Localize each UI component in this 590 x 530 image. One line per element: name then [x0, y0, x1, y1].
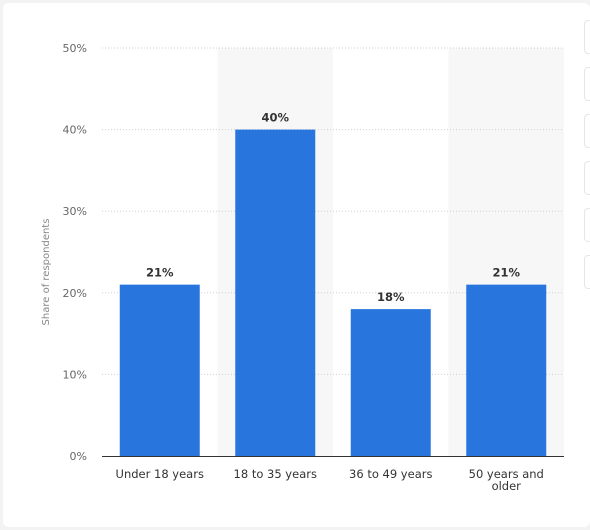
y-tick-label: 30% — [63, 205, 87, 218]
data-label: 21% — [146, 266, 174, 280]
data-labels: 21% 40% 18% 21% — [146, 111, 521, 305]
data-label: 18% — [377, 290, 405, 304]
x-tick-label: 50 years and older — [469, 467, 544, 493]
bar[interactable] — [466, 284, 547, 456]
x-tick-label: Under 18 years — [116, 467, 204, 481]
share-icon[interactable] — [584, 161, 590, 195]
data-label: 40% — [261, 111, 289, 125]
y-tick-label: 50% — [63, 42, 87, 55]
x-tick-label: 18 to 35 years — [234, 467, 317, 481]
gear-icon[interactable] — [584, 114, 590, 148]
y-tick-label: 20% — [63, 287, 87, 300]
x-axis-labels: Under 18 years 18 to 35 years 36 to 49 yea… — [116, 467, 544, 493]
y-axis-ticks: 0% 10% 20% 30% 40% 50% — [63, 42, 87, 463]
y-tick-label: 10% — [63, 368, 87, 381]
y-tick-label: 40% — [63, 124, 87, 137]
data-label: 21% — [492, 266, 520, 280]
y-tick-label: 0% — [70, 450, 87, 463]
print-icon[interactable] — [584, 255, 590, 289]
y-axis-title: Share of respondents — [41, 219, 52, 326]
x-tick-label: 36 to 49 years — [349, 467, 432, 481]
quote-icon[interactable] — [584, 208, 590, 242]
bell-icon[interactable] — [584, 67, 590, 101]
star-icon[interactable] — [584, 20, 590, 54]
bar[interactable] — [350, 309, 431, 456]
bars — [119, 129, 547, 456]
bar[interactable] — [235, 129, 316, 456]
bar[interactable] — [119, 284, 200, 456]
